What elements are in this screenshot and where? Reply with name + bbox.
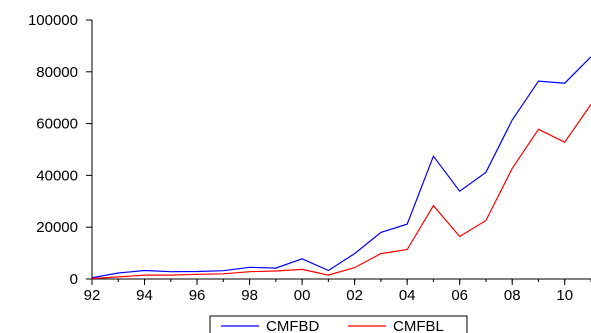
series-layer [91,56,591,280]
x-tick-label: 02 [346,287,363,304]
x-tick-label: 08 [504,287,521,304]
y-tick-label: 0 [70,271,78,288]
legend-box [209,315,468,333]
x-tick-label: 98 [241,287,258,304]
y-tick-label: 40000 [36,167,78,184]
x-tick-label: 94 [136,287,153,304]
series-line-cmfbd [91,56,591,279]
y-tick-label: 20000 [36,219,78,236]
y-tick-label: 80000 [36,64,78,81]
legend-label-cmfbl: CMFBL [393,318,444,333]
y-tick-label: 100000 [28,12,78,29]
axes: 0 20000 40000 60000 80000 100000 92 94 96 98 00 02 0… [28,12,591,304]
legend: CMFBD CMFBL [209,315,468,333]
legend-label-cmfbd: CMFBD [266,318,319,333]
y-tick-label: 60000 [36,116,78,133]
x-tick-label: 96 [189,287,206,304]
x-tick-label: 04 [399,287,416,304]
series-line-cmfbl [91,104,591,280]
x-tick-label: 10 [556,287,573,304]
x-tick-label: 92 [84,287,101,304]
x-tick-label: 06 [451,287,468,304]
x-tick-label: 00 [294,287,311,304]
